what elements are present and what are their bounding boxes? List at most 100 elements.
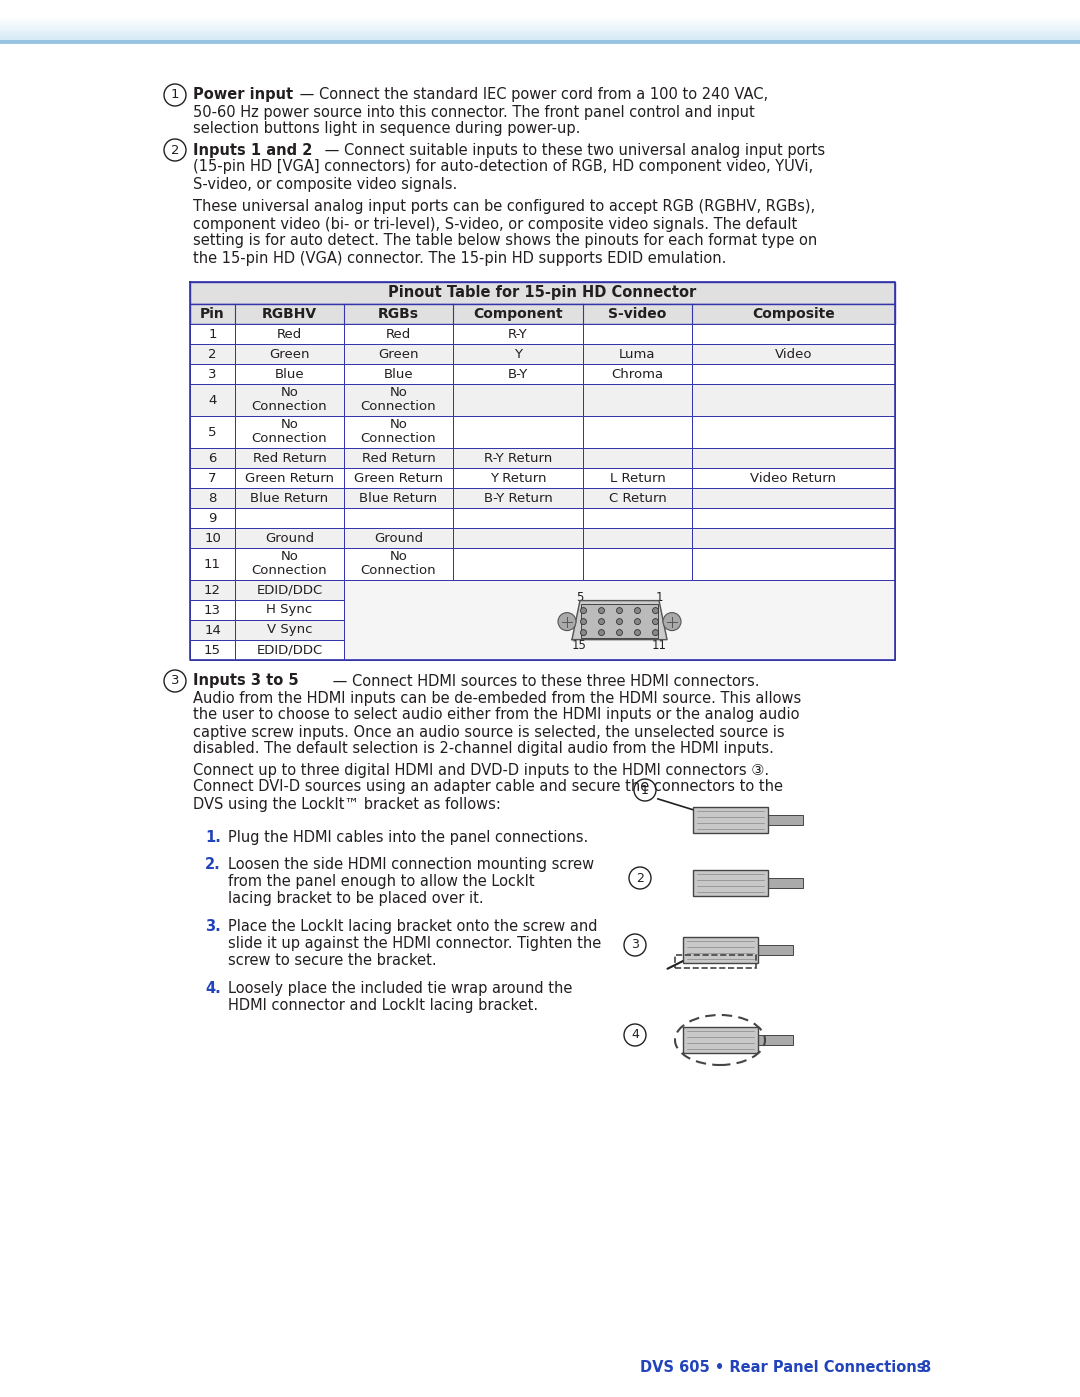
Bar [235,640,345,659]
Bar [692,344,895,365]
Bar [768,814,802,826]
Bar [583,416,692,448]
Bar [453,509,583,528]
Bar [0,39,1080,41]
Bar [453,468,583,488]
Circle shape [581,630,586,636]
Text: Power input: Power input [193,88,293,102]
Text: RGBs: RGBs [378,307,419,321]
Bar [345,384,453,416]
Text: 3: 3 [208,367,217,380]
Bar [453,528,583,548]
Text: Red: Red [276,327,302,341]
Bar [453,344,583,365]
Bar [345,324,453,344]
Circle shape [598,608,605,613]
Bar [235,528,345,548]
Bar [0,29,1080,31]
Bar [190,468,235,488]
Text: Red Return: Red Return [253,451,326,464]
Text: Green: Green [269,348,310,360]
Circle shape [635,619,640,624]
Bar [0,28,1080,29]
Text: Connect DVI-D sources using an adapter cable and secure the connectors to the: Connect DVI-D sources using an adapter c… [193,780,783,795]
Circle shape [598,630,605,636]
Text: 8: 8 [920,1359,930,1375]
Bar [190,416,235,448]
Text: Connection: Connection [252,401,327,414]
Bar [0,41,1080,43]
Text: 2: 2 [208,348,217,360]
Bar [190,365,235,384]
Bar [190,448,235,468]
Bar [235,509,345,528]
Bar [0,21,1080,22]
Bar [583,448,692,468]
Text: V Sync: V Sync [267,623,312,637]
Text: 3: 3 [171,675,179,687]
Text: Plug the HDMI cables into the panel connections.: Plug the HDMI cables into the panel conn… [228,830,589,845]
Text: (15-pin HD [VGA] connectors) for auto-detection of RGB, HD component video, YUVi: (15-pin HD [VGA] connectors) for auto-de… [193,159,813,175]
Bar [692,870,768,895]
Text: slide it up against the HDMI connector. Tighten the: slide it up against the HDMI connector. … [228,936,602,951]
Text: No: No [390,419,407,432]
Text: Blue Return: Blue Return [360,492,437,504]
Text: Chroma: Chroma [611,367,663,380]
Bar [0,27,1080,28]
Bar [453,488,583,509]
Text: C Return: C Return [609,492,666,504]
Text: 2.: 2. [205,856,220,872]
Text: No: No [281,419,298,432]
Text: These universal analog input ports can be configured to accept RGB (RGBHV, RGBs): These universal analog input ports can b… [193,200,815,215]
Text: — Connect the standard IEC power cord from a 100 to 240 VAC,: — Connect the standard IEC power cord fr… [295,88,768,102]
Bar [692,468,895,488]
Bar [235,324,345,344]
Text: 8: 8 [208,492,217,504]
Text: S-video: S-video [608,307,666,321]
Text: Red Return: Red Return [362,451,435,464]
Bar [190,384,235,416]
Bar [190,620,235,640]
Text: 4: 4 [631,1028,639,1042]
Bar [0,20,1080,21]
Text: Inputs 1 and 2: Inputs 1 and 2 [193,142,312,158]
Bar [583,324,692,344]
Text: Video: Video [774,348,812,360]
Text: Loosen the side HDMI connection mounting screw: Loosen the side HDMI connection mounting… [228,856,594,872]
Text: 15: 15 [204,644,221,657]
Bar [0,25,1080,27]
Bar [235,580,345,599]
Text: 11: 11 [652,638,667,652]
Bar [345,528,453,548]
Circle shape [617,630,622,636]
Bar [190,282,895,305]
Text: DVS 605 • Rear Panel Connections: DVS 605 • Rear Panel Connections [640,1359,926,1375]
Text: Pinout Table for 15-pin HD Connector: Pinout Table for 15-pin HD Connector [389,285,697,300]
Bar [345,548,453,580]
Text: No: No [390,387,407,400]
Text: Loosely place the included tie wrap around the: Loosely place the included tie wrap arou… [228,981,572,996]
Text: R-Y: R-Y [508,327,528,341]
Bar [235,365,345,384]
Bar [692,807,768,833]
Text: 4: 4 [208,394,217,407]
Bar [757,1035,793,1045]
Bar [345,488,453,509]
Text: 1.: 1. [205,830,221,845]
Bar [583,344,692,365]
Bar [235,599,345,620]
Text: Connection: Connection [252,564,327,577]
Bar [453,384,583,416]
Circle shape [581,608,586,613]
Text: 5: 5 [208,426,217,439]
Text: the 15-pin HD (VGA) connector. The 15-pin HD supports EDID emulation.: the 15-pin HD (VGA) connector. The 15-pi… [193,250,727,265]
Bar [692,509,895,528]
Bar [235,488,345,509]
Bar [0,41,1080,42]
Bar [190,324,235,344]
Text: Connection: Connection [252,433,327,446]
Text: screw to secure the bracket.: screw to secure the bracket. [228,953,436,968]
Bar [235,620,345,640]
Bar [0,28,1080,29]
Bar [190,599,235,620]
